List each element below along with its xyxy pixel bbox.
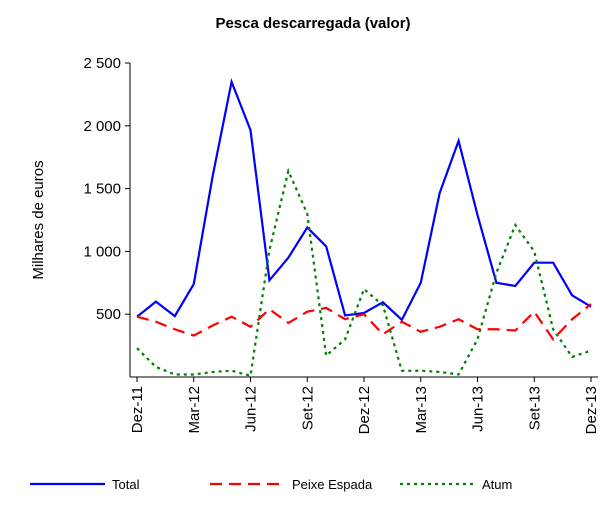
x-tick-label: Jun-13 bbox=[470, 386, 487, 432]
series-line bbox=[136, 303, 592, 342]
y-tick-label: 2 000 bbox=[83, 118, 121, 135]
legend-label: Total bbox=[112, 477, 140, 492]
x-tick-label: Jun-12 bbox=[243, 386, 260, 432]
legend-label: Peixe Espada bbox=[292, 477, 373, 492]
x-tick-label: Dez-13 bbox=[583, 386, 600, 434]
x-tick-label: Mar-12 bbox=[186, 386, 203, 434]
x-tick-label: Dez-12 bbox=[356, 386, 373, 434]
x-tick-label: Dez-11 bbox=[129, 386, 146, 433]
chart-title: Pesca descarregada (valor) bbox=[215, 15, 410, 32]
y-tick-label: 1 500 bbox=[83, 181, 121, 198]
y-axis-label: Milhares de euros bbox=[30, 160, 47, 279]
y-tick-label: 500 bbox=[96, 306, 121, 323]
y-tick-label: 1 000 bbox=[83, 243, 121, 260]
x-tick-label: Set-13 bbox=[526, 386, 543, 430]
x-tick-label: Mar-13 bbox=[413, 386, 430, 434]
y-tick-label: 2 500 bbox=[83, 55, 121, 72]
x-tick-label: Set-12 bbox=[299, 386, 316, 430]
legend-label: Atum bbox=[482, 477, 512, 492]
series-line bbox=[136, 77, 592, 322]
series-line bbox=[136, 167, 592, 378]
